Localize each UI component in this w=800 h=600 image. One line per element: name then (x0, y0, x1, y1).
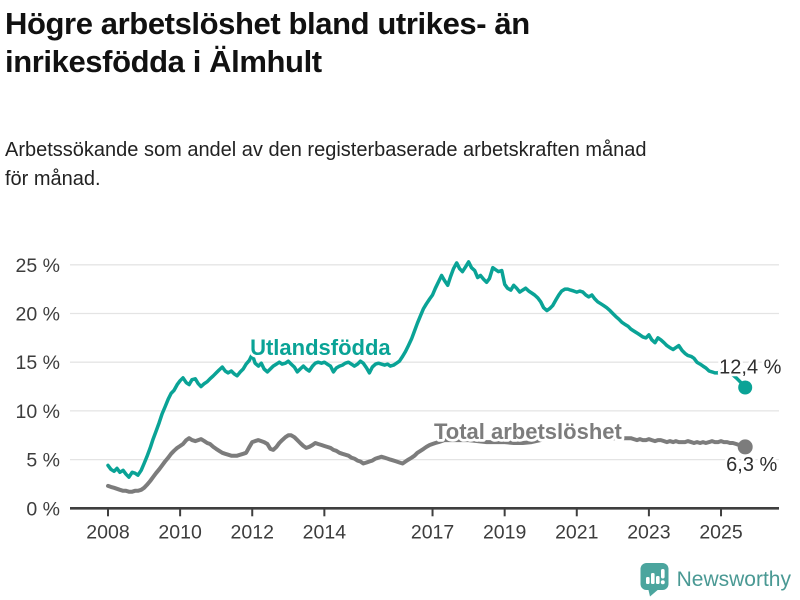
x-tick-label: 2008 (86, 521, 129, 543)
series-label-total-halo: Total arbetslöshet (434, 419, 623, 444)
x-tick-label: 2017 (411, 521, 454, 543)
x-tick-label: 2021 (555, 521, 598, 543)
page-title: Högre arbetslöshet bland utrikes- än inr… (5, 6, 530, 79)
series-label-utlandsfodda-halo: Utlandsfödda (250, 335, 391, 360)
end-value-label-utlandsfodda-halo: 12,4 % (719, 357, 781, 379)
series-line-utlandsfodda (106, 260, 747, 479)
y-tick-label: 15 % (16, 352, 60, 374)
y-tick-label: 20 % (16, 304, 60, 326)
end-value-label-utlandsfodda: 12,4 % (719, 357, 781, 379)
y-tick-label: 5 % (26, 450, 60, 472)
newsworthy-logo-text: Newsworthy (676, 567, 791, 591)
end-value-label-total-halo: 6,3 % (726, 454, 777, 476)
end-value-label-total: 6,3 % (726, 454, 777, 476)
y-tick-label: 0 % (26, 498, 60, 520)
x-tick-label: 2014 (303, 521, 347, 543)
y-tick-label: 10 % (16, 401, 60, 423)
series-line-total (106, 430, 748, 494)
series-end-dot-utlandsfodda (738, 380, 753, 395)
y-tick-label: 25 % (16, 255, 60, 277)
newsworthy-logo-icon (640, 563, 669, 597)
newsworthy-logo: Newsworthy (640, 562, 791, 597)
series-end-dot-total (737, 439, 753, 455)
x-tick-label: 2025 (699, 521, 743, 543)
x-tick-label: 2010 (158, 521, 202, 543)
series-label-total: Total arbetslöshet (434, 419, 623, 444)
chart-subtitle: Arbetssökande som andel av den registerb… (5, 139, 647, 190)
x-tick-label: 2023 (627, 521, 670, 543)
x-tick-label: 2012 (231, 521, 274, 543)
x-tick-label: 2019 (483, 521, 526, 543)
series-label-utlandsfodda: Utlandsfödda (250, 335, 391, 360)
